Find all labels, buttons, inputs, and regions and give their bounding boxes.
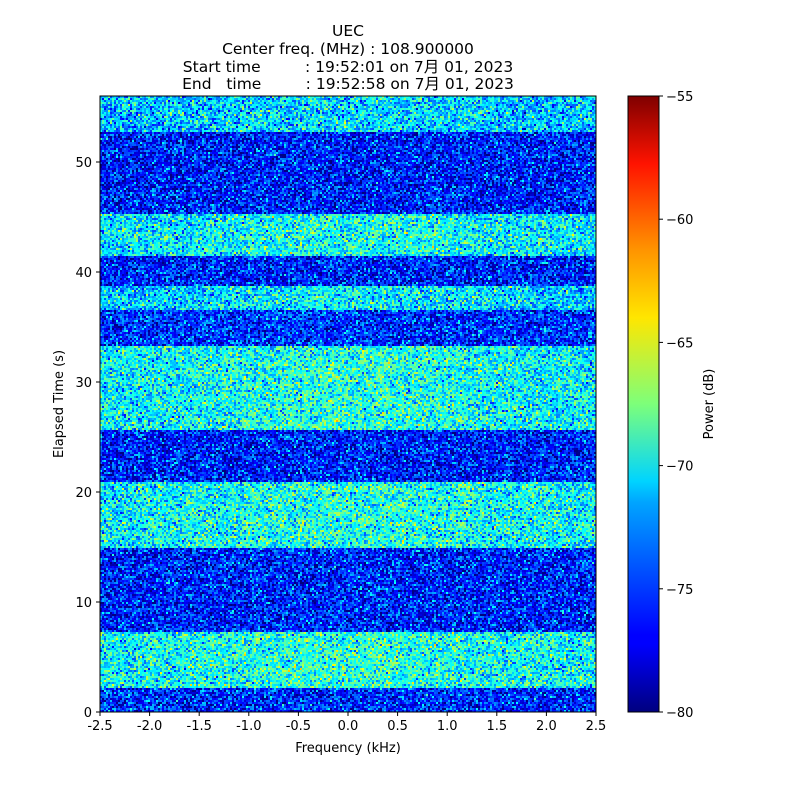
colorbar-tick-label: −75 <box>666 583 693 598</box>
x-axis-label: Frequency (kHz) <box>295 741 401 756</box>
y-tick-label: 0 <box>84 706 92 721</box>
y-tick-label: 30 <box>75 376 92 391</box>
colorbar-tick-label: −80 <box>666 706 693 721</box>
y-tick-label: 50 <box>75 156 92 171</box>
y-axis-label: Elapsed Time (s) <box>52 350 67 458</box>
colorbar: −55 −60 −65 −70 −75 −80 Power (dB) <box>627 90 717 721</box>
x-tick-label: -2.0 <box>137 719 162 734</box>
x-tick-label: 0.0 <box>338 719 359 734</box>
x-tick-label: -1.0 <box>236 719 261 734</box>
y-tick-label: 10 <box>75 596 92 611</box>
y-axis: 0 10 20 30 40 50 <box>75 156 100 721</box>
title-line-2: Center freq. (MHz) : 108.900000 <box>222 40 474 58</box>
x-tick-label: -0.5 <box>286 719 311 734</box>
x-tick-label: 2.5 <box>586 719 607 734</box>
x-tick-label: 1.0 <box>437 719 458 734</box>
colorbar-tick-label: −70 <box>666 460 693 475</box>
colorbar-tick-label: −60 <box>666 213 693 228</box>
title-line-1: UEC <box>332 22 364 40</box>
colorbar-gradient <box>627 95 660 713</box>
x-tick-label: 1.5 <box>486 719 507 734</box>
colorbar-tick-label: −65 <box>666 336 693 351</box>
title-line-4: End time : 19:52:58 on 7月 01, 2023 <box>182 75 514 93</box>
spectrogram-noise-texture <box>100 96 596 712</box>
heatmap-cells <box>100 96 596 712</box>
colorbar-label: Power (dB) <box>702 369 717 440</box>
y-tick-label: 40 <box>75 266 92 281</box>
x-tick-label: -2.5 <box>87 719 112 734</box>
chart-title: UEC Center freq. (MHz) : 108.900000 Star… <box>182 22 514 93</box>
x-axis: -2.5 -2.0 -1.5 -1.0 -0.5 0.0 0.5 1.0 1.5 2.0 2.5 <box>87 712 606 734</box>
x-tick-label: -1.5 <box>187 719 212 734</box>
x-tick-label: 2.0 <box>536 719 557 734</box>
colorbar-tick-label: −55 <box>666 90 693 105</box>
y-tick-label: 20 <box>75 486 92 501</box>
colorbar-ticks: −55 −60 −65 −70 −75 −80 <box>659 90 693 721</box>
x-tick-label: 0.5 <box>387 719 408 734</box>
title-line-3: Start time : 19:52:01 on 7月 01, 2023 <box>183 58 513 76</box>
plot-area <box>99 95 597 713</box>
